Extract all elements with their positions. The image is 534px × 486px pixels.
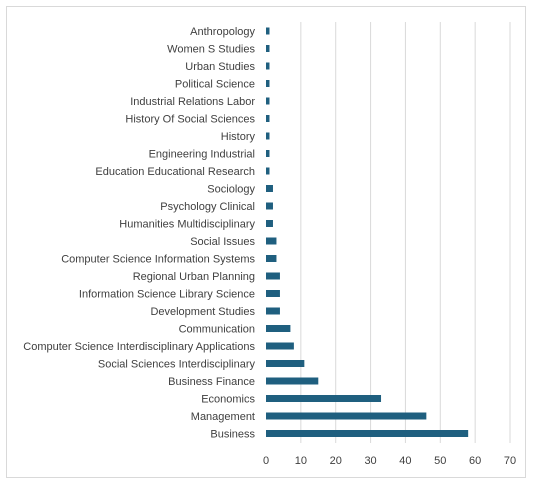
bar [266, 115, 270, 122]
category-label: Economics [201, 394, 255, 406]
category-label: Development Studies [150, 306, 255, 318]
category-label: Political Science [175, 79, 255, 91]
bar [266, 62, 270, 70]
x-tick-label: 10 [295, 455, 307, 467]
x-tick-label: 30 [364, 455, 376, 467]
bar [266, 80, 270, 87]
gridlines [300, 22, 511, 443]
bar [266, 220, 273, 227]
bar [266, 307, 280, 315]
bar [266, 255, 277, 262]
category-label: History Of Social Sciences [125, 114, 255, 126]
bar [266, 360, 305, 367]
bar [266, 237, 277, 245]
category-label: Urban Studies [185, 61, 255, 73]
bar [266, 377, 319, 385]
bar [266, 185, 273, 192]
category-label: Social Sciences Interdisciplinary [98, 359, 256, 371]
bars [266, 27, 469, 437]
x-axis-tick-labels: 0 10 20 30 40 50 60 70 [263, 455, 516, 467]
bar [266, 45, 270, 52]
category-label: Humanities Multidisciplinary [119, 219, 255, 231]
bar [266, 202, 273, 210]
bar [266, 27, 270, 35]
bar [266, 290, 280, 297]
category-label: Sociology [207, 184, 255, 196]
category-label: Regional Urban Planning [133, 271, 255, 283]
category-label: Business [210, 429, 255, 441]
bar [266, 412, 427, 420]
category-label: Industrial Relations Labor [130, 96, 255, 108]
category-label: Business Finance [168, 376, 255, 388]
x-tick-label: 40 [399, 455, 411, 467]
bar [266, 167, 270, 175]
x-tick-label: 50 [434, 455, 446, 467]
category-label: Social Issues [190, 236, 255, 248]
category-label: Education Educational Research [95, 166, 255, 178]
bar [266, 395, 382, 402]
category-label: History [221, 131, 256, 143]
x-tick-label: 20 [330, 455, 342, 467]
x-tick-label: 60 [469, 455, 481, 467]
category-labels: Anthropology Women S Studies Urban Studies… [23, 26, 255, 441]
bar [266, 325, 291, 332]
bar [266, 150, 270, 157]
category-label: Communication [179, 324, 255, 336]
bar [266, 132, 270, 140]
bar [266, 97, 270, 105]
category-label: Anthropology [190, 26, 255, 38]
x-tick-label: 70 [504, 455, 516, 467]
x-tick-label: 0 [263, 455, 269, 467]
bar [266, 342, 294, 350]
category-label: Computer Science Information Systems [61, 254, 255, 266]
category-label: Information Science Library Science [79, 289, 255, 301]
bar [266, 272, 280, 280]
category-label: Psychology Clinical [160, 201, 255, 213]
category-label: Women S Studies [167, 44, 255, 56]
category-label: Management [191, 411, 255, 423]
category-label: Engineering Industrial [149, 149, 255, 161]
bar [266, 430, 469, 437]
category-label: Computer Science Interdisciplinary Appli… [23, 341, 255, 353]
